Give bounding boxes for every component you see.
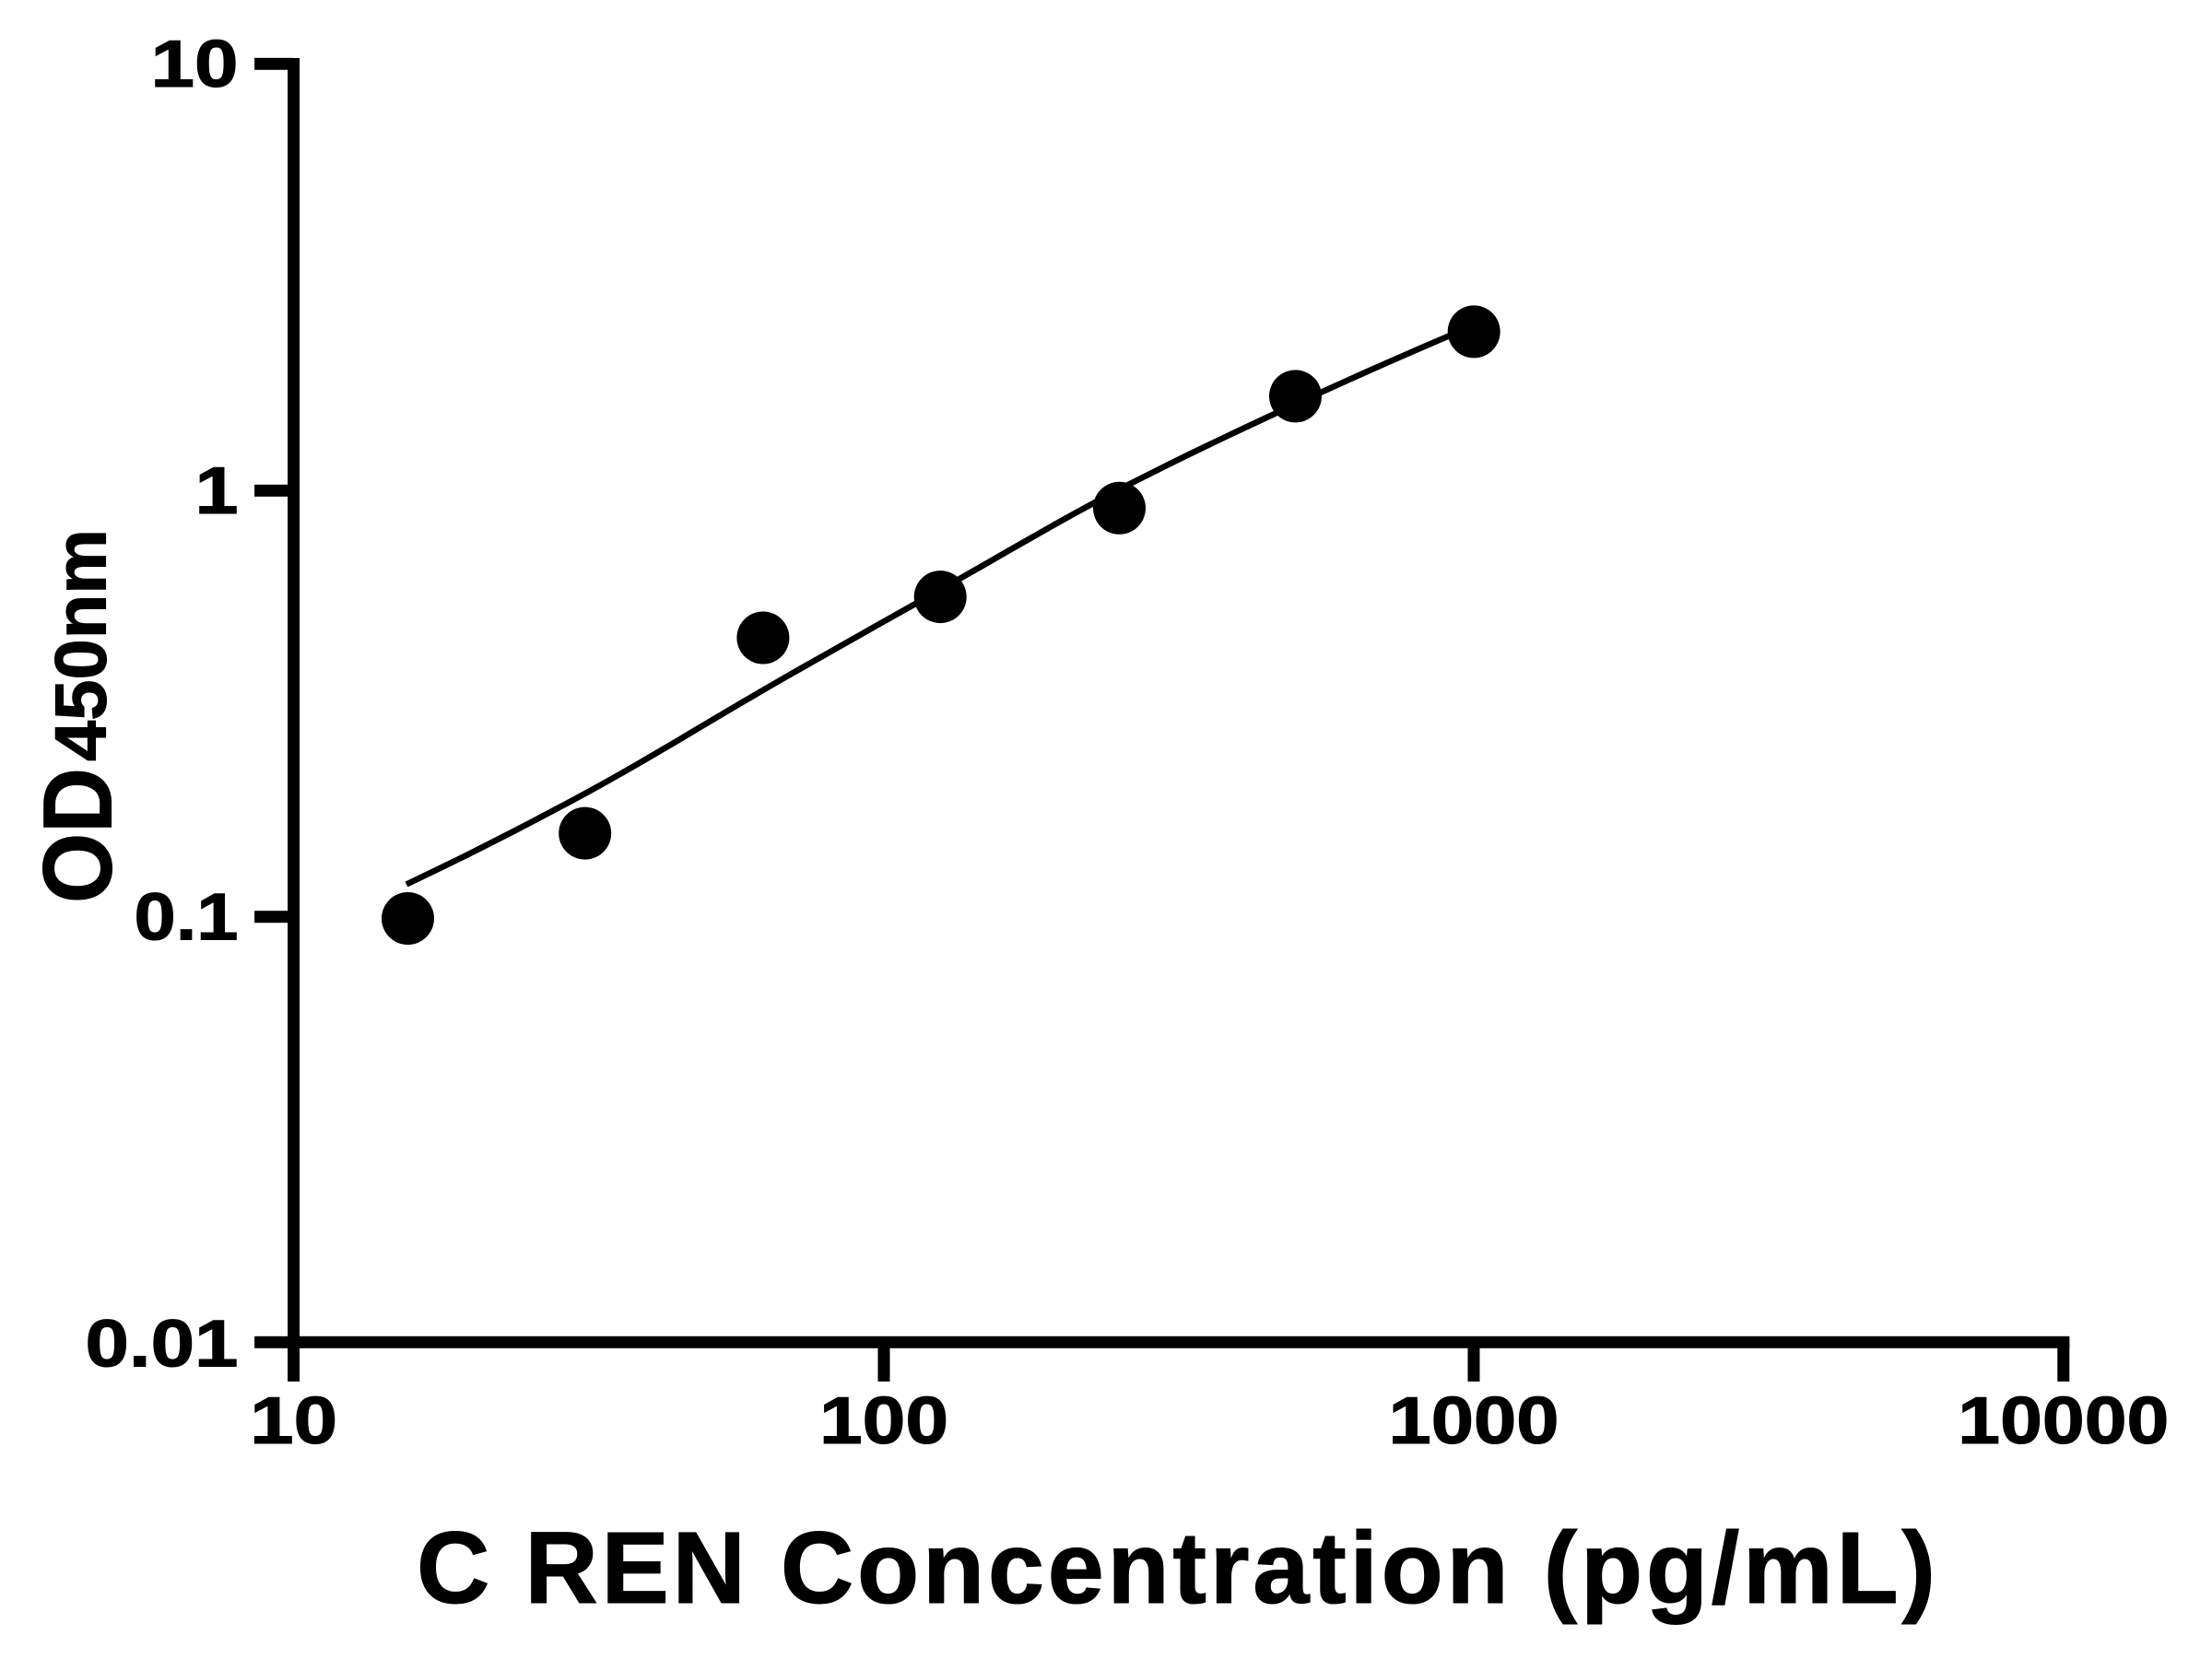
svg-text:10: 10 (151, 28, 239, 101)
svg-text:1: 1 (195, 454, 239, 528)
svg-text:OD: OD (24, 768, 133, 903)
svg-text:100: 100 (819, 1384, 948, 1458)
svg-text:0.01: 0.01 (86, 1307, 239, 1381)
svg-text:0.1: 0.1 (135, 881, 239, 955)
svg-text:10000: 10000 (1958, 1384, 2169, 1458)
svg-text:450nm: 450nm (40, 529, 122, 761)
svg-text:10: 10 (250, 1384, 337, 1458)
svg-text:C REN Concentration (pg/mL): C REN Concentration (pg/mL) (417, 1512, 1936, 1625)
svg-text:1000: 1000 (1389, 1384, 1559, 1458)
